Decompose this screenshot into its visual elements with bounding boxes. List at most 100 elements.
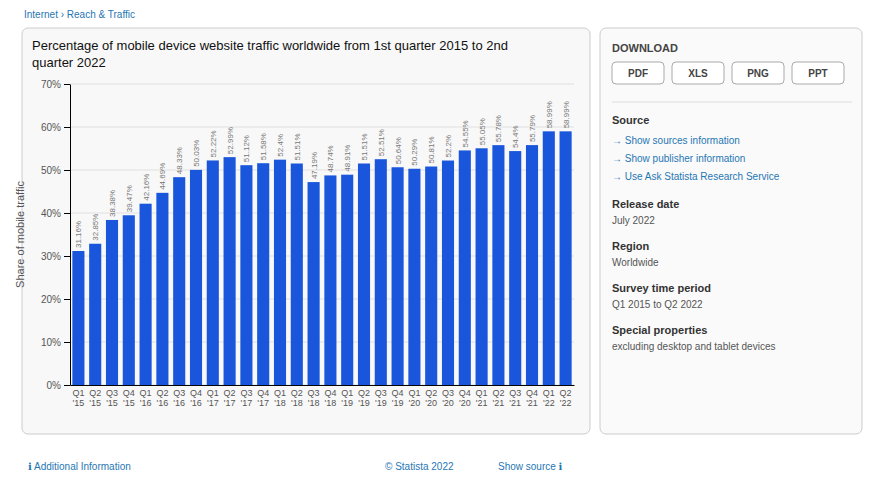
data-label: 48.33%	[175, 147, 184, 174]
bar	[459, 150, 471, 385]
chart-box	[22, 28, 590, 434]
y-tick-mark	[64, 170, 70, 171]
bar	[89, 244, 101, 385]
x-tick-label: Q1'21	[476, 388, 488, 408]
download-button-label[interactable]: PNG	[747, 68, 769, 79]
bar	[526, 145, 538, 385]
data-label: 52.4%	[276, 134, 285, 157]
data-label: 55.79%	[528, 115, 537, 142]
x-tick: Q2'20	[425, 388, 437, 408]
text-line: '15	[106, 398, 118, 408]
copyright[interactable]: © Statista 2022	[385, 461, 454, 472]
x-tick: Q4'20	[459, 388, 471, 408]
data-label: 52.22%	[209, 130, 218, 157]
bar	[324, 175, 336, 385]
text-line: Q4	[392, 388, 404, 398]
bar	[190, 170, 202, 385]
x-tick: Q3'21	[509, 388, 521, 408]
text-line: Q2	[291, 388, 303, 398]
data-labels: 31.16%32.85%38.38%39.47%42.16%44.69%48.3…	[74, 101, 570, 248]
bar	[240, 165, 252, 385]
data-label: 38.38%	[108, 190, 117, 217]
y-tick-mark	[64, 256, 70, 257]
x-tick-label: Q2'16	[156, 388, 168, 408]
bar	[173, 177, 185, 385]
data-label: 51.51%	[360, 133, 369, 160]
bar	[72, 251, 84, 385]
source-link[interactable]: → Show sources information	[612, 135, 740, 146]
side-panel	[600, 28, 862, 434]
download-button[interactable]	[612, 62, 664, 84]
x-tick-label: Q2'22	[560, 388, 572, 408]
x-tick-label: Q3'18	[308, 388, 320, 408]
text-line: Q4	[459, 388, 471, 398]
text-line: Q3	[106, 388, 118, 398]
x-tick-label: Q3'21	[509, 388, 521, 408]
bar	[308, 182, 320, 385]
text-line: '17	[207, 398, 219, 408]
bar	[341, 175, 353, 385]
download-button-label[interactable]: PPT	[808, 68, 827, 79]
info-value: Worldwide	[612, 257, 659, 268]
x-tick: Q4'18	[324, 388, 336, 408]
x-tick-label: Q3'17	[240, 388, 252, 408]
x-tick-label: Q4'15	[123, 388, 135, 408]
text-line: '16	[140, 398, 152, 408]
text-line: '21	[476, 398, 488, 408]
y-tick: 30%	[41, 251, 70, 262]
text-line: Q4	[123, 388, 135, 398]
text-line: '17	[224, 398, 236, 408]
bar	[207, 160, 219, 385]
text-line: '18	[274, 398, 286, 408]
data-label: 48.74%	[326, 145, 335, 172]
data-label: 54.55%	[461, 120, 470, 147]
text-line: Percentage of mobile device website traf…	[32, 38, 508, 53]
y-tick: 70%	[41, 79, 70, 90]
title: Percentage of mobile device website traf…	[32, 38, 508, 70]
x-tick-label: Q4'18	[324, 388, 336, 408]
text-line: Q1	[207, 388, 219, 398]
x-tick: Q4'17	[257, 388, 269, 408]
text-line: Q3	[240, 388, 252, 398]
download-button[interactable]	[672, 62, 724, 84]
x-tick: Q3'18	[308, 388, 320, 408]
grid-line	[70, 84, 574, 85]
source-link[interactable]: → Show publisher information	[612, 153, 745, 164]
data-label: 52.99%	[226, 127, 235, 154]
additional-info[interactable]: ℹ Additional Information	[28, 461, 131, 472]
text-line: Q3	[509, 388, 521, 398]
data-label: 47.19%	[310, 152, 319, 179]
data-label: 42.16%	[142, 174, 151, 201]
info-value: Q1 2015 to Q2 2022	[612, 299, 703, 310]
text-line: '18	[325, 398, 337, 408]
y-axis-line	[70, 85, 71, 386]
text-line: Q2	[492, 388, 504, 398]
source-link[interactable]: → Use Ask Statista Research Service	[612, 171, 780, 182]
y-tick: 50%	[41, 165, 70, 176]
x-tick-label: Q3'15	[106, 388, 118, 408]
download-button-label[interactable]: PDF	[628, 68, 648, 79]
y-tick: 0%	[47, 380, 70, 391]
text-line: Q1	[543, 388, 555, 398]
download-button-label[interactable]: XLS	[688, 68, 708, 79]
show-source[interactable]: Show source ℹ	[498, 461, 563, 472]
info-value: July 2022	[612, 215, 655, 226]
text-line: Q4	[324, 388, 336, 398]
text-line: Q3	[308, 388, 320, 398]
y-tick-label: 30%	[41, 251, 61, 262]
bars	[72, 131, 571, 385]
text-line: '19	[392, 398, 404, 408]
bar	[224, 157, 236, 385]
bar	[509, 151, 521, 385]
text-line: Q2	[89, 388, 101, 398]
x-axis-line	[71, 385, 575, 386]
download-button[interactable]	[792, 62, 844, 84]
y-tick-label: 60%	[41, 122, 61, 133]
bar	[492, 145, 504, 385]
breadcrumb[interactable]: Internet › Reach & Traffic	[24, 9, 135, 20]
data-label: 48.91%	[343, 145, 352, 172]
y-tick-mark	[64, 299, 70, 300]
x-tick-label: Q4'16	[190, 388, 202, 408]
text-line: '19	[341, 398, 353, 408]
download-button[interactable]	[732, 62, 784, 84]
